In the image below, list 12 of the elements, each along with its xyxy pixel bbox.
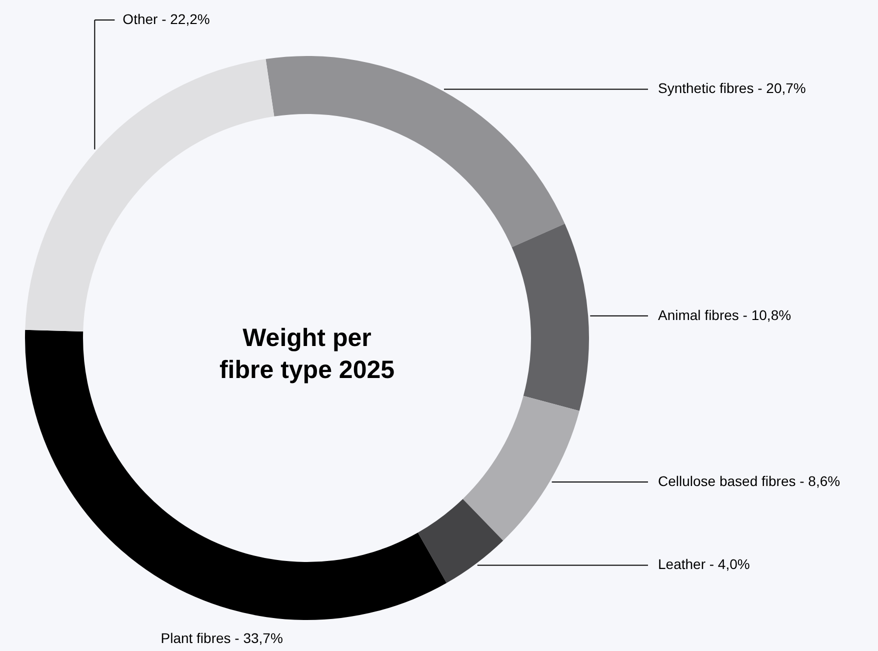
donut-slice — [512, 224, 589, 411]
donut-slice — [462, 396, 580, 541]
donut-slice — [25, 330, 447, 620]
slice-label: Cellulose based fibres - 8,6% — [658, 472, 840, 489]
text: Weight per fibre type 2025 — [219, 324, 395, 384]
slice-label: Animal fibres - 10,8% — [658, 306, 792, 323]
slice-label: Other - 22,2% — [122, 11, 210, 27]
slice-label: Synthetic fibres - 20,7% — [658, 80, 806, 96]
slice-label: Leather - 4,0% — [658, 556, 750, 572]
donut-slice — [418, 498, 504, 584]
donut-slice — [266, 56, 565, 248]
slice-label: Plant fibres - 33,7% — [160, 630, 283, 646]
